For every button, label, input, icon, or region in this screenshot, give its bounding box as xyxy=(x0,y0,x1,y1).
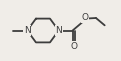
Text: O: O xyxy=(82,13,89,22)
Text: N: N xyxy=(55,26,62,35)
Text: O: O xyxy=(70,42,77,51)
Text: N: N xyxy=(24,26,31,35)
